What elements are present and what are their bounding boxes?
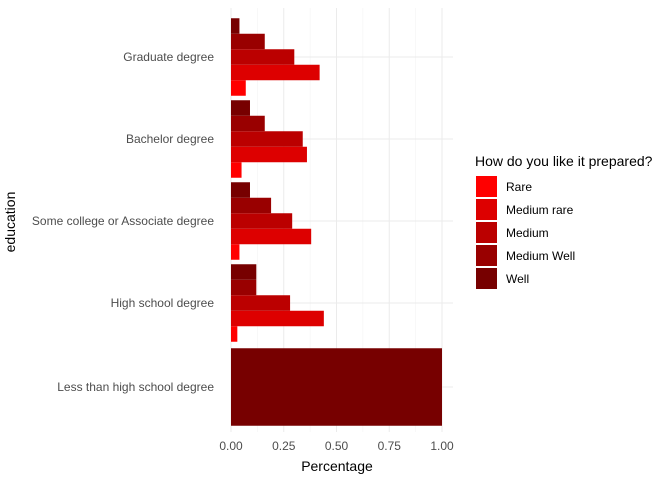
x-tick-label: 0.25 xyxy=(272,439,296,453)
bar-medium xyxy=(231,131,303,147)
bar-medium-rare xyxy=(231,310,324,327)
bar-medium-well xyxy=(231,197,272,214)
legend-key xyxy=(476,245,497,266)
bar-well xyxy=(231,18,240,34)
legend: How do you like it prepared? Rare Medium … xyxy=(475,153,653,289)
bar-rare xyxy=(231,244,240,260)
bar-rare xyxy=(231,80,246,96)
bar-medium-rare xyxy=(231,228,312,245)
legend-key xyxy=(476,222,497,243)
legend-label: Rare xyxy=(506,180,532,194)
legend-key xyxy=(476,176,497,197)
bar-medium-well xyxy=(231,279,257,296)
x-tick-label: 0.00 xyxy=(219,439,243,453)
y-tick-label: Graduate degree xyxy=(123,50,214,64)
x-tick-label: 0.75 xyxy=(378,439,402,453)
bar-well xyxy=(231,182,250,198)
y-tick-label: Bachelor degree xyxy=(126,132,214,146)
y-tick-label: Less than high school degree xyxy=(57,380,214,394)
bar-well xyxy=(231,100,250,116)
legend-label: Medium Well xyxy=(506,249,575,263)
legend-label: Medium rare xyxy=(506,203,574,217)
y-axis-title: education xyxy=(2,192,18,253)
x-tick-labels: 0.00 0.25 0.50 0.75 1.00 xyxy=(219,439,454,453)
legend-label: Well xyxy=(506,272,529,286)
bar-medium-rare xyxy=(231,64,320,81)
x-tick-label: 1.00 xyxy=(430,439,454,453)
bar-medium-well xyxy=(231,33,265,50)
bar-medium-rare xyxy=(231,146,307,163)
legend-key xyxy=(476,199,497,220)
bar-rare xyxy=(231,162,242,178)
bar-medium xyxy=(231,49,295,65)
y-tick-label: Some college or Associate degree xyxy=(32,214,214,228)
x-axis-title: Percentage xyxy=(301,458,373,474)
legend-label: Medium xyxy=(506,226,549,240)
bar-well xyxy=(231,348,442,426)
bar-rare xyxy=(231,326,238,342)
bars xyxy=(231,18,442,426)
x-tick-label: 0.50 xyxy=(325,439,349,453)
bar-medium xyxy=(231,213,293,229)
y-tick-label: High school degree xyxy=(111,296,215,310)
bar-medium-well xyxy=(231,115,265,132)
bar-well xyxy=(231,264,257,280)
y-tick-labels: Graduate degree Bachelor degree Some colle… xyxy=(32,50,214,394)
bar-medium xyxy=(231,295,291,311)
legend-key xyxy=(476,268,497,289)
legend-title: How do you like it prepared? xyxy=(475,153,653,169)
